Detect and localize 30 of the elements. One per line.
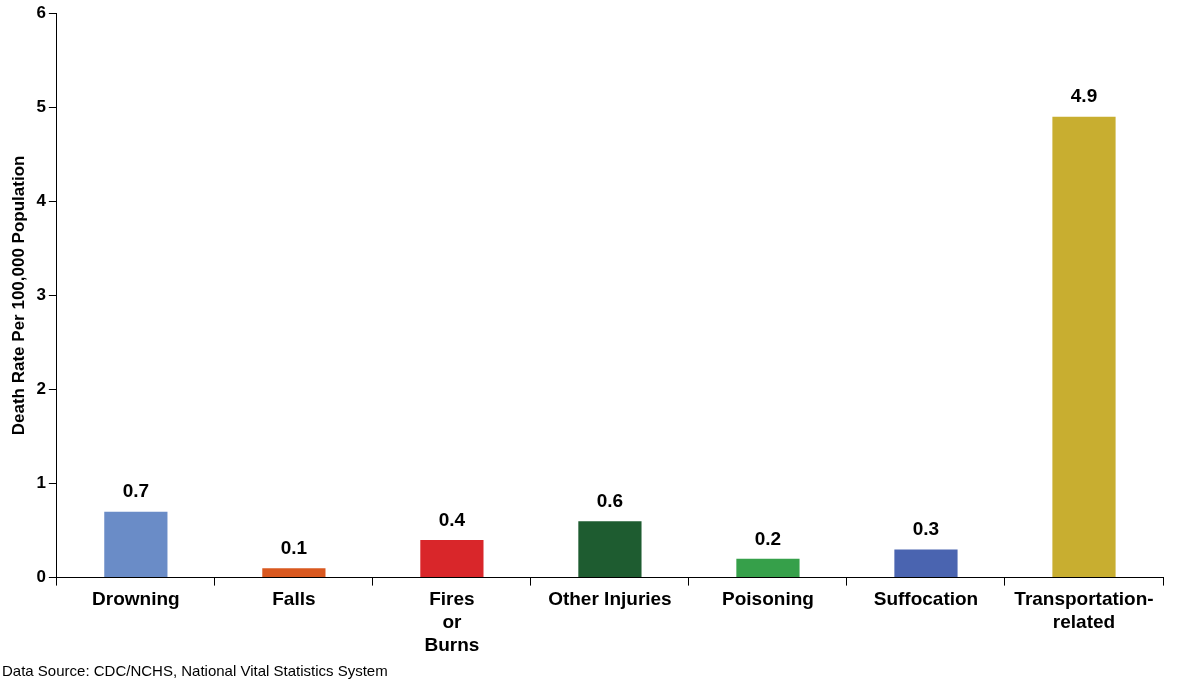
data-label: 0.6: [596, 489, 624, 511]
x-tick-label: Drowning: [92, 588, 180, 610]
bar: [578, 521, 642, 578]
bar: [104, 511, 168, 578]
x-tick-label: Falls: [272, 588, 316, 610]
source-note: Data Source: CDC/NCHS, National Vital Statistics System: [2, 662, 388, 679]
y-tick-label: 0: [36, 567, 46, 587]
x-tick-label: Other Injuries: [548, 588, 672, 610]
bar: [1052, 116, 1116, 578]
bar: [736, 558, 800, 578]
data-label: 0.1: [280, 536, 308, 558]
data-label: 0.4: [438, 508, 466, 530]
data-label: 0.2: [754, 527, 782, 549]
data-label: 4.9: [1070, 85, 1098, 107]
y-axis-title: Death Rate Per 100,000 Population: [8, 155, 28, 436]
data-label: 0.7: [122, 480, 150, 502]
data-label: 0.3: [912, 518, 940, 540]
y-tick-label: 6: [36, 2, 46, 22]
y-tick-label: 5: [36, 96, 46, 116]
bar: [262, 568, 326, 578]
y-tick-label: 4: [36, 191, 47, 211]
x-tick-label: Poisoning: [722, 588, 814, 610]
y-tick-label: 1: [36, 473, 46, 493]
x-tick-label: Transportation-related: [1014, 588, 1154, 633]
y-tick-label: 3: [36, 285, 46, 305]
bar: [420, 539, 484, 578]
x-tick-label: Fires or Burns: [424, 588, 480, 655]
bar: [894, 549, 958, 578]
x-tick-label: Suffocation: [873, 588, 979, 610]
y-tick-label: 2: [36, 379, 46, 399]
